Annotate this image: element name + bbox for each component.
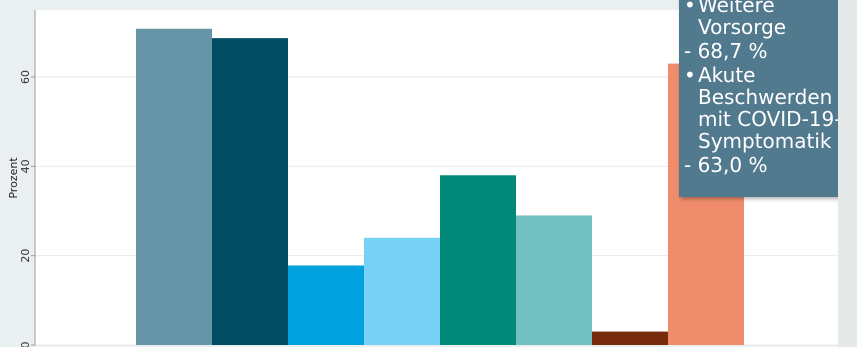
tooltip-value: - 63,0 %	[684, 153, 768, 177]
y-tick-label: 40	[19, 159, 32, 173]
scroll-strip	[838, 0, 857, 347]
y-tick-label: 60	[19, 70, 32, 84]
bar[interactable]	[516, 215, 592, 345]
tooltip-label: Akute Beschwerden mit COVID-19- Symptoma…	[698, 63, 842, 153]
bar-tooltip: • Weitere Vorsorge - 68,7 % • Akute Beschwer…	[679, 0, 857, 197]
tooltip-item: • Weitere Vorsorge	[684, 0, 857, 38]
tooltip-label: Weitere Vorsorge	[698, 0, 787, 39]
y-axis-title: Prozent	[7, 157, 20, 199]
bar[interactable]	[592, 331, 668, 345]
bar[interactable]	[136, 28, 212, 345]
y-tick-label: 20	[19, 249, 32, 263]
bullet-icon: •	[684, 63, 696, 87]
bar[interactable]	[288, 265, 364, 345]
tooltip-value: - 68,7 %	[684, 39, 768, 63]
bar[interactable]	[364, 237, 440, 345]
bullet-icon: •	[684, 0, 696, 17]
bar[interactable]	[440, 175, 516, 345]
y-ticks: 0 20 40 60	[19, 70, 35, 347]
y-tick-label: 0	[19, 342, 32, 347]
tooltip-item: • Akute Beschwerden mit COVID-19- Symptom…	[684, 64, 857, 152]
bar[interactable]	[212, 38, 288, 345]
